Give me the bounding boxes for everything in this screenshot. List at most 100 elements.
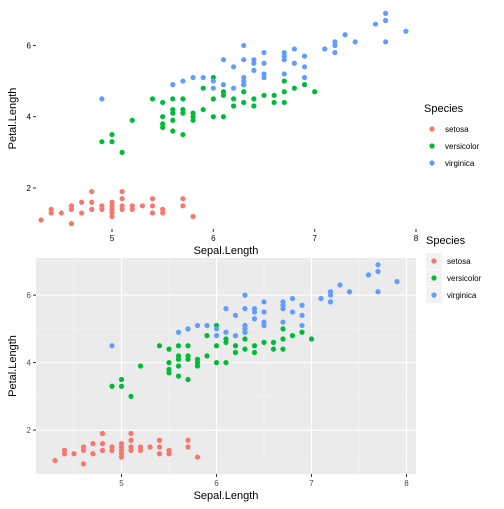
data-point-versicolor — [261, 92, 267, 98]
data-point-virginica — [175, 329, 182, 335]
data-point-versicolor — [281, 89, 287, 95]
x-tick-label: 6 — [211, 234, 216, 243]
data-point-versicolor — [251, 343, 258, 349]
data-point-versicolor — [231, 103, 237, 109]
legend-key-virginica — [429, 160, 435, 166]
data-point-virginica — [180, 78, 186, 84]
data-point-setosa — [89, 199, 95, 205]
data-point-versicolor — [200, 106, 206, 113]
data-point-setosa — [109, 210, 115, 216]
data-point-setosa — [80, 444, 87, 450]
data-point-virginica — [375, 268, 381, 275]
data-point-virginica — [261, 49, 267, 56]
data-point-setosa — [147, 444, 153, 450]
data-point-virginica — [231, 85, 237, 91]
data-point-setosa — [149, 196, 156, 202]
data-point-versicolor — [170, 96, 176, 102]
data-point-setosa — [166, 447, 172, 453]
data-point-virginica — [280, 299, 286, 305]
data-point-versicolor — [160, 121, 166, 127]
data-point-virginica — [190, 74, 196, 81]
data-point-versicolor — [190, 117, 196, 123]
data-point-versicolor — [280, 336, 286, 342]
data-point-versicolor — [213, 343, 220, 349]
data-point-versicolor — [251, 349, 258, 356]
panel-background — [36, 258, 416, 474]
data-point-virginica — [223, 329, 229, 335]
data-point-setosa — [48, 210, 54, 216]
data-point-setosa — [99, 447, 106, 453]
data-point-setosa — [109, 444, 115, 450]
data-point-versicolor — [213, 360, 220, 366]
data-point-virginica — [231, 64, 237, 70]
data-point-virginica — [383, 10, 389, 16]
data-point-versicolor — [308, 336, 315, 342]
data-point-versicolor — [271, 92, 277, 98]
data-point-versicolor — [180, 110, 186, 116]
data-point-virginica — [346, 289, 353, 295]
data-point-virginica — [241, 42, 247, 49]
data-point-setosa — [194, 454, 201, 460]
data-point-versicolor — [232, 343, 239, 349]
data-point-setosa — [90, 441, 96, 447]
legend-key-virginica — [431, 292, 437, 298]
data-point-virginica — [200, 74, 206, 81]
data-point-virginica — [241, 57, 247, 63]
legend-label-setosa: setosa — [445, 125, 469, 134]
data-point-versicolor — [232, 349, 239, 356]
data-point-setosa — [68, 206, 75, 212]
x-tick-label: 6 — [214, 479, 219, 488]
data-point-setosa — [58, 210, 64, 216]
data-point-versicolor — [119, 149, 125, 155]
data-point-setosa — [160, 210, 166, 216]
data-point-setosa — [99, 430, 106, 437]
y-axis-title: Petal.Length — [7, 88, 19, 150]
data-point-virginica — [375, 262, 381, 268]
data-point-virginica — [223, 306, 229, 312]
data-point-virginica — [261, 299, 267, 305]
data-point-versicolor — [241, 99, 247, 106]
y-tick-label: 6 — [27, 41, 32, 50]
data-point-virginica — [352, 39, 358, 45]
data-point-setosa — [137, 444, 144, 450]
data-point-versicolor — [200, 85, 206, 91]
data-point-setosa — [156, 444, 163, 450]
data-point-setosa — [185, 437, 191, 443]
data-point-setosa — [90, 451, 96, 457]
data-point-versicolor — [185, 353, 191, 359]
data-point-setosa — [109, 203, 115, 209]
data-point-virginica — [289, 309, 296, 315]
data-point-setosa — [128, 430, 134, 437]
x-axis-title: Sepal.Length — [194, 245, 259, 257]
data-point-virginica — [301, 74, 308, 81]
data-point-virginica — [251, 67, 257, 73]
data-point-versicolor — [166, 366, 172, 372]
data-point-setosa — [190, 213, 196, 220]
legend-label-versicolor: versicolor — [445, 142, 480, 151]
data-point-versicolor — [109, 139, 115, 145]
data-point-versicolor — [241, 89, 247, 95]
data-point-setosa — [89, 188, 95, 195]
data-point-virginica — [332, 42, 338, 49]
data-point-versicolor — [242, 336, 248, 342]
data-point-virginica — [232, 333, 239, 339]
data-point-setosa — [99, 441, 106, 447]
data-point-virginica — [281, 49, 287, 56]
data-point-versicolor — [289, 333, 296, 339]
data-point-virginica — [375, 289, 381, 295]
data-point-versicolor — [242, 346, 248, 352]
data-point-versicolor — [109, 131, 115, 138]
y-tick-label: 6 — [27, 291, 32, 300]
data-point-virginica — [194, 322, 201, 329]
data-point-virginica — [251, 57, 257, 63]
data-point-setosa — [68, 221, 75, 227]
legend-label-virginica: virginica — [445, 159, 475, 168]
data-point-setosa — [61, 447, 68, 453]
data-point-versicolor — [175, 343, 182, 349]
data-point-virginica — [99, 96, 105, 102]
data-point-versicolor — [185, 343, 191, 349]
legend-key-setosa — [431, 258, 437, 264]
data-point-virginica — [383, 39, 389, 45]
data-point-virginica — [261, 60, 267, 66]
